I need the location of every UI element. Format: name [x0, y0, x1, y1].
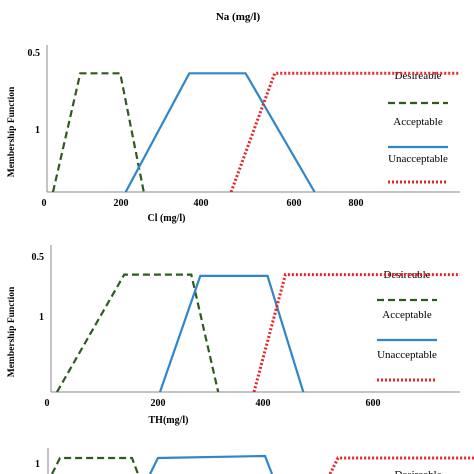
x-tick-label: 400 [194, 198, 209, 209]
x-tick-label: 800 [349, 198, 364, 209]
x-axis-label: Cl (mg/l) [147, 213, 185, 224]
x-tick-label: 0 [45, 398, 50, 409]
top-strip-xlabel: Na (mg/l) [216, 11, 261, 23]
top-strip: Na (mg/l) [216, 11, 261, 23]
series-line-acceptable [149, 454, 274, 474]
chart-cl: 0 200 400 600 800 0.5 1 Cl (mg/l) Membership Fun… [7, 45, 460, 224]
legend-label-desireable: Desireable [383, 269, 430, 281]
series-line-desireable [51, 456, 140, 474]
series-line-acceptable [124, 72, 316, 193]
x-tick-label: 600 [287, 198, 302, 209]
chart-partial: 1 Desireable [35, 448, 474, 474]
legend-label-unacceptable: Unacceptable [388, 153, 448, 165]
legend-label-acceptable: Acceptable [382, 309, 432, 321]
y-tick-label: 0.5 [32, 252, 45, 263]
series-line-unacceptable [328, 456, 474, 474]
legend-label-unacceptable: Unacceptable [377, 349, 437, 361]
x-tick-label: 600 [366, 398, 381, 409]
series-line-unacceptable [229, 71, 460, 193]
y-tick-label: 0.5 [28, 48, 41, 59]
y-tick-label: 1 [35, 459, 40, 470]
y-axis-label: Membership Function [7, 86, 17, 177]
y-tick-label: 1 [39, 312, 44, 323]
x-tick-label: 0 [42, 198, 47, 209]
series-line-unacceptable [252, 273, 460, 393]
chart-th: 0 200 400 600 0.5 1 TH(mg/l) Membership Functio… [7, 245, 460, 426]
series-line-desireable [51, 72, 145, 193]
legend-label-desireable: Desireable [394, 469, 441, 474]
x-tick-label: 200 [114, 198, 129, 209]
x-tick-label: 200 [151, 398, 166, 409]
y-tick-label: 1 [35, 125, 40, 136]
y-axis-label: Membership Function [7, 286, 17, 377]
series-line-desireable [56, 273, 220, 393]
series-line-acceptable [158, 274, 305, 393]
legend-label-acceptable: Acceptable [393, 116, 443, 128]
x-axis-label: TH(mg/l) [149, 415, 189, 426]
x-tick-label: 400 [256, 398, 271, 409]
